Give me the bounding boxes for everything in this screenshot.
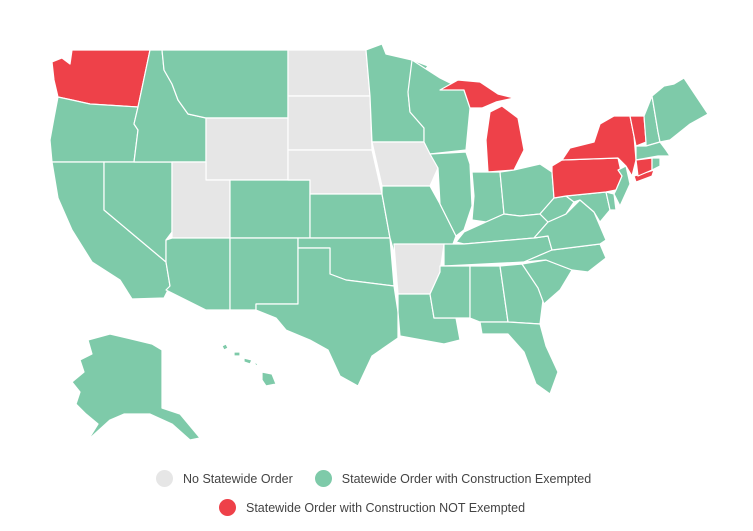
legend-row-2: Statewide Order with Construction NOT Ex… — [219, 499, 525, 516]
legend-item-not-exempted: Statewide Order with Construction NOT Ex… — [219, 499, 525, 516]
state-hawaii[interactable] — [221, 343, 277, 387]
state-delaware[interactable] — [605, 191, 617, 211]
state-texas[interactable] — [255, 247, 399, 387]
state-illinois[interactable] — [429, 151, 473, 237]
state-new-jersey[interactable] — [613, 165, 631, 207]
us-map — [49, 43, 709, 441]
state-south-dakota[interactable] — [287, 95, 373, 151]
state-colorado[interactable] — [229, 179, 311, 239]
state-maine[interactable] — [651, 77, 709, 143]
legend-row-1: No Statewide Order Statewide Order with … — [156, 470, 591, 487]
legend-swatch-gray — [156, 470, 173, 487]
state-kansas[interactable] — [309, 193, 391, 239]
state-pennsylvania[interactable] — [551, 157, 623, 199]
legend-item-no-order: No Statewide Order — [156, 470, 293, 487]
state-iowa[interactable] — [371, 141, 439, 187]
legend-label: No Statewide Order — [183, 471, 293, 486]
legend-label: Statewide Order with Construction NOT Ex… — [246, 500, 526, 515]
state-alaska[interactable] — [71, 333, 201, 441]
state-massachusetts[interactable] — [635, 141, 671, 161]
state-arizona[interactable] — [165, 237, 231, 311]
state-rhode-island[interactable] — [651, 157, 661, 171]
state-vermont[interactable] — [629, 115, 647, 147]
legend-label: Statewide Order with Construction Exempt… — [341, 471, 592, 486]
state-florida[interactable] — [479, 321, 559, 395]
state-michigan[interactable] — [439, 79, 525, 173]
state-indiana[interactable] — [471, 171, 505, 223]
state-wyoming[interactable] — [205, 117, 289, 181]
legend-swatch-red — [219, 499, 236, 516]
legend-swatch-green — [314, 470, 332, 487]
state-oregon[interactable] — [49, 96, 139, 163]
state-new-mexico[interactable] — [229, 237, 299, 311]
state-north-dakota[interactable] — [287, 49, 371, 97]
legend-item-exempted: Statewide Order with Construction Exempt… — [314, 470, 592, 487]
